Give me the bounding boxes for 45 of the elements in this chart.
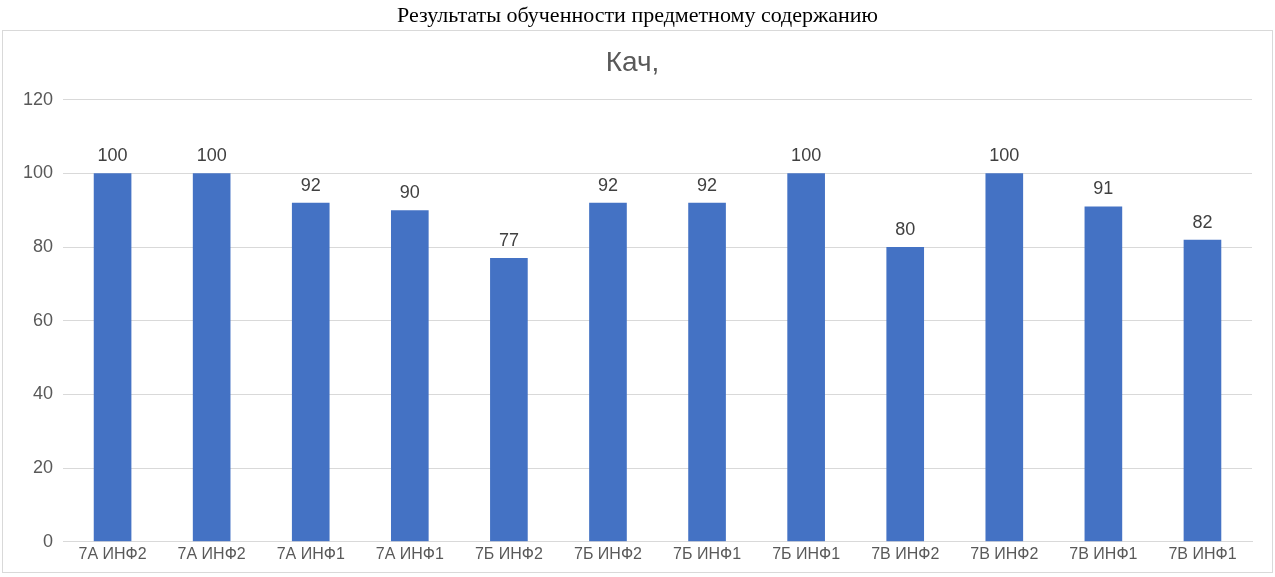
y-tick-label: 60 [33,309,54,330]
bar [93,173,132,542]
bar [589,202,627,542]
chart-subtitle: Кач, [605,45,660,77]
bar [390,210,429,542]
x-tick-label: 7Б ИНФ2 [474,544,543,562]
x-tick-label: 7В ИНФ1 [1168,544,1237,562]
y-tick-label: 120 [22,88,54,109]
data-label: 92 [597,174,618,195]
bar [291,202,330,542]
data-label: 92 [300,174,321,195]
bar [886,247,925,542]
bar [688,202,726,542]
y-tick-label: 20 [33,457,54,478]
bar [192,173,231,542]
x-tick-label: 7А ИНФ1 [375,544,444,562]
data-label: 80 [895,218,916,239]
data-label: 77 [498,230,519,251]
x-tick-label: 7В ИНФ2 [871,544,940,562]
data-label: 92 [697,174,718,195]
x-tick-label: 7Б ИНФ1 [772,544,841,562]
data-label: 100 [989,145,1020,166]
bar [787,173,825,542]
data-label: 100 [791,145,822,166]
bar [1183,239,1222,542]
x-tick-label: 7А ИНФ2 [177,544,246,562]
data-label: 91 [1093,178,1114,199]
bar [1084,206,1123,542]
x-tick-label: 7Б ИНФ1 [673,544,742,562]
x-tick-label: 7А ИНФ2 [78,544,147,562]
data-label: 100 [196,145,227,166]
bar [985,173,1024,542]
x-tick-label: 7В ИНФ1 [1069,544,1138,562]
x-tick-label: 7В ИНФ2 [970,544,1039,562]
data-label: 90 [399,182,420,203]
x-tick-label: 7А ИНФ1 [276,544,345,562]
x-tick-label: 7Б ИНФ2 [573,544,643,562]
data-label: 100 [97,145,128,166]
y-tick-label: 100 [22,162,54,183]
y-tick-label: 40 [33,383,54,404]
chart-title: Результаты обученности предметному содержанию [396,1,879,29]
y-tick-label: 0 [43,530,54,551]
data-label: 82 [1192,211,1213,232]
bar [490,258,528,542]
y-tick-label: 80 [33,235,54,256]
